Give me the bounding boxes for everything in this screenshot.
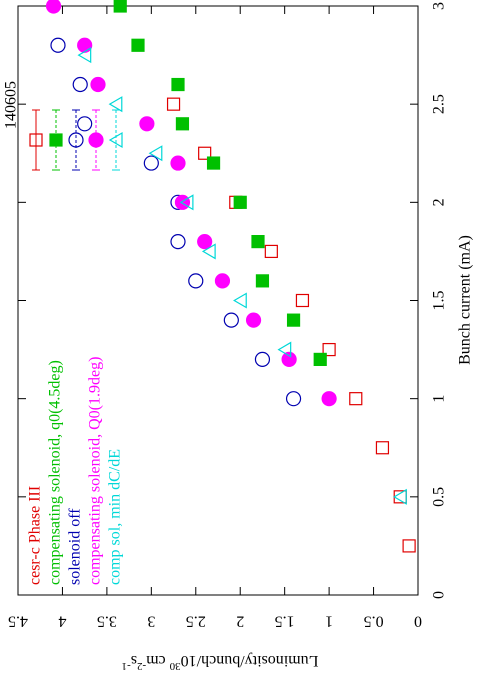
legend-symbol <box>29 133 43 147</box>
x-tick-label: 3 <box>431 2 448 10</box>
point <box>223 312 239 328</box>
point <box>50 37 66 53</box>
point <box>174 194 191 210</box>
x-axis-label: Bunch current (mA) <box>457 235 474 365</box>
legend-label: cesr-c Phase III <box>27 486 44 585</box>
point <box>255 274 270 288</box>
y-axis-label-part: Luminosity/bunch/10 <box>181 652 319 669</box>
legend-label: comp sol, min dC/dE <box>107 449 124 585</box>
point <box>402 539 416 553</box>
point <box>77 47 92 64</box>
point <box>313 352 327 366</box>
point <box>179 194 194 211</box>
point <box>251 235 265 249</box>
point <box>295 293 310 308</box>
point <box>322 342 336 357</box>
x-tick-label: 1.5 <box>431 291 448 311</box>
legend-label: compensating solenoid, q0(4.5deg) <box>47 360 64 585</box>
point <box>197 234 213 250</box>
point <box>349 392 363 406</box>
y-tick-label: 0 <box>414 612 422 629</box>
point <box>108 96 123 113</box>
point <box>171 77 185 92</box>
point <box>72 76 88 93</box>
point <box>188 273 204 289</box>
y-tick-label: 3 <box>147 612 155 629</box>
point <box>166 97 181 111</box>
y-tick-label: 4.5 <box>8 612 28 629</box>
y-tick-label: 1 <box>325 612 333 629</box>
point <box>131 38 145 52</box>
point <box>281 351 297 367</box>
y-axis-label-part: cm <box>146 652 170 669</box>
x-tick-label: 2 <box>431 198 448 206</box>
point <box>264 244 278 259</box>
point <box>286 313 301 327</box>
legend-symbol <box>108 131 123 149</box>
point <box>139 116 155 132</box>
point <box>321 391 337 407</box>
y-axis-label-part: -2 <box>137 660 146 672</box>
y-axis-label-part: s <box>131 652 137 669</box>
point <box>214 273 231 289</box>
y-axis-label: Luminosity/bunch/1030 cm-2s-1 <box>122 652 319 672</box>
annotation: 140605 <box>3 81 20 129</box>
x-tick-label: 1 <box>431 395 448 403</box>
point <box>233 195 247 209</box>
plot-frame <box>17 5 419 596</box>
point <box>170 234 186 250</box>
y-tick-label: 2 <box>236 612 244 629</box>
legend-symbol <box>49 133 63 147</box>
y-tick-label: 4 <box>58 612 66 629</box>
point <box>206 156 221 170</box>
point <box>201 243 216 260</box>
y-axis-label-part: 30 <box>169 660 181 672</box>
legend-label: solenoid off <box>67 508 84 585</box>
point <box>233 292 247 309</box>
point <box>245 312 262 328</box>
x-tick-label: 0.5 <box>431 487 448 507</box>
y-tick-label: 2.5 <box>186 612 206 629</box>
x-tick-label: 0 <box>431 591 448 599</box>
point <box>45 0 62 14</box>
point <box>375 441 390 455</box>
y-tick-label: 0.5 <box>364 612 384 629</box>
y-tick-label: 3.5 <box>97 612 117 629</box>
point <box>113 0 127 13</box>
point <box>285 391 302 407</box>
legend-symbol <box>88 132 104 148</box>
point <box>143 155 159 171</box>
point <box>175 117 190 131</box>
point <box>254 351 271 367</box>
legend-symbol <box>68 132 84 148</box>
y-axis-label-part: -1 <box>122 660 131 672</box>
point <box>77 37 93 53</box>
point <box>198 146 212 160</box>
point <box>148 145 163 162</box>
x-tick-label: 2.5 <box>431 94 448 114</box>
legend-label: compensating solenoid, Q0(1.9deg) <box>87 357 104 585</box>
point <box>277 341 292 358</box>
point <box>90 76 106 93</box>
y-tick-label: 1.5 <box>275 612 295 629</box>
point <box>170 155 186 171</box>
point <box>393 488 407 505</box>
point <box>77 116 93 132</box>
point <box>393 490 407 504</box>
